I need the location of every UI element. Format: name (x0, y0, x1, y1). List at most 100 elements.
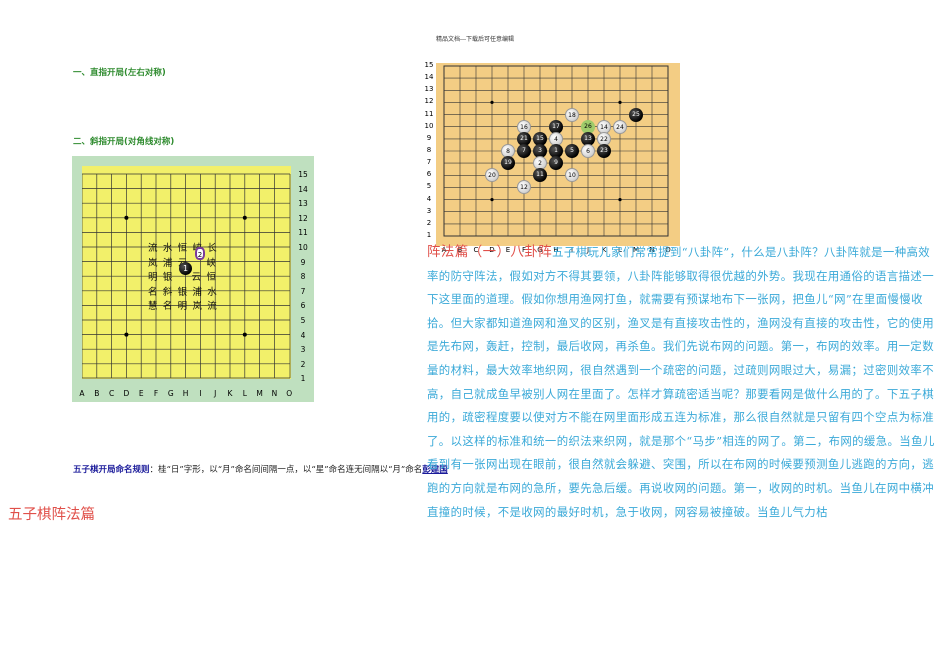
word-row: 名斜银浦水 (148, 286, 223, 298)
word-row: 明银 云恒 (148, 272, 222, 284)
column-label: J (586, 246, 590, 254)
column-label: N (271, 389, 278, 398)
word-row: 慧名明岚流 (148, 301, 223, 313)
row-label: 2 (300, 359, 306, 369)
page-header: 精品文档---下载后可任意编辑 (435, 36, 515, 43)
row-label: 14 (424, 73, 434, 82)
article-title: 阵法篇（一）八卦阵 (427, 244, 553, 260)
row-label: 14 (298, 184, 308, 194)
row-label: 6 (300, 301, 306, 311)
column-label: F (521, 246, 527, 254)
column-label: C (473, 246, 479, 254)
column-label: E (138, 389, 144, 398)
stone-23: 23 (597, 143, 611, 158)
stone-21: 21 (517, 131, 531, 146)
section-heading-diagonal: 二、斜指开局(对角线对称) (73, 137, 175, 147)
row-label: 4 (426, 194, 432, 203)
row-label: 3 (426, 206, 432, 215)
black-stone-1: 1 (179, 262, 192, 275)
column-label: H (182, 389, 189, 398)
gomoku-board-bagua: 25 18 16 17 26 14 24 21 15 4 13 22 8 7 3 1 5 6 23 19 2 9 20 11 1… (422, 60, 684, 255)
row-label: 8 (426, 145, 432, 154)
stone-15: 15 (533, 131, 547, 146)
stone-17: 17 (549, 119, 563, 134)
row-label: 5 (300, 316, 306, 325)
board-grid: 25 18 16 17 26 14 24 21 15 4 13 22 8 7 3 1 5 6 23 19 2 9 20 11 1… (436, 63, 680, 246)
column-label: I (199, 389, 202, 398)
stone-24: 24 (613, 119, 627, 134)
row-label: 9 (300, 257, 306, 267)
naming-rule-label: 五子棋开局命名规则 (73, 465, 150, 475)
column-label: O (286, 389, 293, 398)
column-label: G (537, 246, 543, 254)
column-label: C (108, 389, 115, 398)
naming-rule-paragraph: 五子棋开局命名规则：桂“日”字形，以“月”命名间间隔一点，以“星”命名连无间隔以… (73, 465, 453, 476)
word-row: 流水恒峡长 (148, 243, 223, 254)
stone-7: 7 (517, 143, 531, 158)
row-label: 11 (298, 228, 308, 238)
stone-3: 3 (533, 143, 547, 158)
stone-19: 19 (501, 156, 515, 171)
column-label: B (457, 246, 463, 254)
column-label: O (665, 246, 671, 254)
author-link[interactable]: 彭建国 (422, 465, 448, 475)
naming-rule-text: ：桂“日”字形，以“月”命名间间隔一点，以“星”命名连无间隔以“月”命名 (149, 465, 423, 475)
stone-4: 4 (549, 131, 563, 146)
row-label: 7 (300, 286, 306, 296)
column-label: J (214, 389, 217, 398)
row-label: 12 (424, 97, 434, 106)
purple-stone-2: 2 (195, 247, 205, 260)
column-label: A (79, 389, 85, 398)
row-label: 2 (426, 218, 432, 227)
stone-18: 18 (565, 107, 579, 122)
row-label: 10 (298, 243, 308, 252)
stone-11: 11 (533, 168, 547, 183)
stone-9: 9 (549, 156, 563, 171)
section-heading-straight: 一、直指开局(左右对称) (73, 68, 166, 78)
row-label: 13 (298, 199, 308, 209)
row-label: 15 (298, 170, 308, 179)
row-label: 13 (424, 85, 434, 94)
column-label: B (94, 389, 100, 398)
row-label: 1 (426, 230, 432, 239)
row-label: 4 (300, 330, 306, 340)
row-label: 12 (298, 213, 308, 223)
column-label: N (649, 246, 655, 254)
row-label: 8 (300, 272, 306, 282)
column-label: L (618, 246, 622, 254)
row-label: 10 (424, 121, 434, 130)
row-label: 7 (426, 158, 432, 167)
stone-6: 6 (581, 143, 595, 158)
row-label: 11 (424, 109, 434, 118)
column-label: F (153, 389, 159, 398)
article-body: 阵法篇（一）八卦阵五子棋玩儿家们常常提到“八卦阵”，什么是八卦阵？八卦阵就是一种… (427, 241, 935, 524)
column-label: L (242, 389, 247, 398)
row-label: 9 (426, 133, 432, 142)
stone-5: 5 (565, 143, 579, 158)
column-label: I (570, 246, 574, 254)
stone-1: 1 (549, 143, 563, 158)
stone-12: 12 (517, 180, 531, 195)
column-label: G (167, 389, 174, 398)
stone-26: 26 (581, 119, 595, 134)
row-label: 5 (426, 182, 432, 191)
column-label: H (553, 246, 559, 254)
stone-20: 20 (485, 168, 499, 183)
row-label: 6 (426, 170, 432, 179)
stone-10: 10 (565, 168, 579, 183)
column-label: D (123, 389, 130, 398)
column-label: D (489, 246, 495, 254)
column-label: M (256, 389, 263, 398)
row-label: 15 (424, 61, 434, 69)
stone-25: 25 (629, 107, 643, 122)
column-label: K (227, 389, 233, 398)
column-label: M (632, 246, 640, 254)
column-label: E (505, 246, 511, 254)
board-lines (82, 173, 291, 379)
stone-13: 13 (581, 131, 595, 146)
row-label: 3 (300, 345, 306, 355)
row-label: 1 (300, 374, 306, 384)
